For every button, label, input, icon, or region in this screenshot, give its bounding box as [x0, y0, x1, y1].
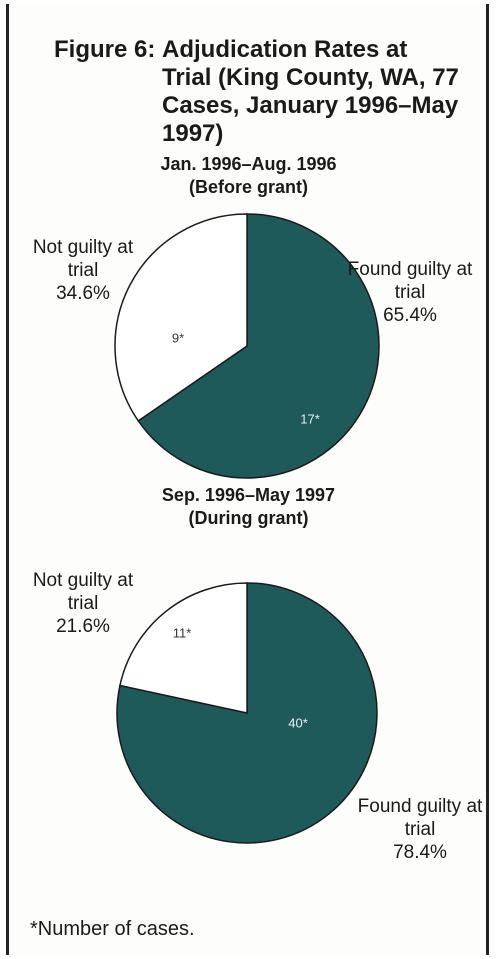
category-label: Not guilty at trial: [32, 237, 134, 281]
count-label: 17*: [300, 411, 320, 426]
percent-label: 78.4%: [393, 842, 447, 863]
count-label: 40*: [288, 715, 308, 730]
pie-slice: [119, 582, 248, 714]
footnote: *Number of cases.: [30, 918, 195, 940]
pie-slice: [114, 213, 248, 422]
category-label: Found guilty at trial: [357, 796, 483, 840]
slice-label: Not guilty at trial 34.6%: [18, 236, 148, 305]
pie-slice: [137, 213, 380, 479]
category-label: Not guilty at trial: [32, 570, 134, 614]
chart-title: Sep. 1996–May 1997: [161, 485, 336, 505]
percent-label: 65.4%: [383, 305, 437, 326]
chart-title: Jan. 1996–Aug. 1996: [160, 154, 337, 174]
figure-heading: Figure 6: Adjudication Rates at Trial (K…: [54, 36, 462, 148]
slice-label: Found guilty at trial 78.4%: [355, 795, 485, 864]
percent-label: 34.6%: [56, 283, 110, 304]
pie-slice: [116, 582, 378, 844]
category-label: Found guilty at trial: [347, 259, 473, 303]
chart-subtitle: (During grant): [188, 508, 309, 528]
count-label: 9*: [172, 330, 184, 345]
slice-label: Found guilty at trial 65.4%: [345, 258, 475, 327]
figure-title: Adjudication Rates at Trial (King County…: [162, 36, 459, 147]
percent-label: 21.6%: [56, 616, 110, 637]
slice-label: Not guilty at trial 21.6%: [18, 569, 148, 638]
chart-subtitle: (Before grant): [188, 177, 308, 197]
figure-label: Figure 6:: [54, 36, 156, 63]
count-label: 11*: [173, 625, 192, 640]
